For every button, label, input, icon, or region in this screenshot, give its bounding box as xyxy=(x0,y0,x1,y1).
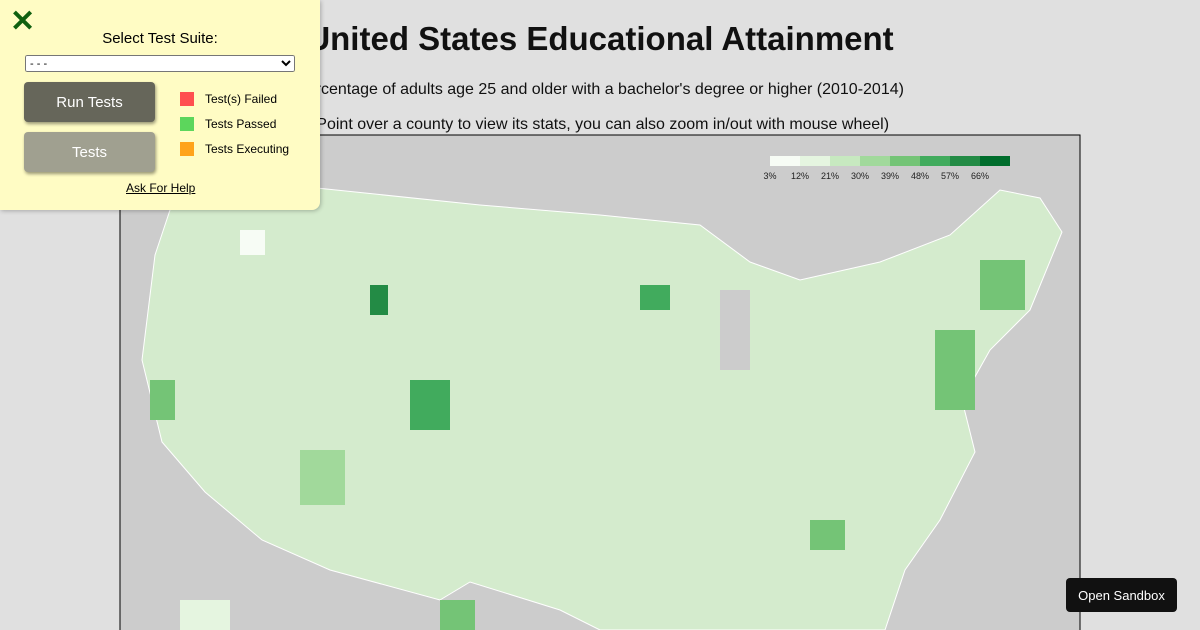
county[interactable] xyxy=(150,380,175,420)
county[interactable] xyxy=(300,450,345,505)
tests-button[interactable]: Tests xyxy=(24,132,155,172)
legend-swatch xyxy=(830,156,860,166)
legend-label: 57% xyxy=(941,171,959,181)
status-swatch xyxy=(180,142,194,156)
status-item: Tests Executing xyxy=(180,142,289,156)
legend-label: 3% xyxy=(763,171,776,181)
legend-label: 48% xyxy=(911,171,929,181)
select-label: Select Test Suite: xyxy=(102,30,218,47)
county[interactable] xyxy=(370,285,388,315)
legend-swatch xyxy=(860,156,890,166)
legend-label: 39% xyxy=(881,171,899,181)
county[interactable] xyxy=(810,520,845,550)
description: Percentage of adults age 25 and older wi… xyxy=(296,81,904,98)
legend-swatch xyxy=(890,156,920,166)
county-patches xyxy=(150,230,1025,630)
run-tests-button[interactable]: Run Tests xyxy=(24,82,155,122)
help-link[interactable]: Ask For Help xyxy=(126,181,196,195)
suite-select[interactable]: - - - xyxy=(25,55,295,72)
legend-label: 66% xyxy=(971,171,989,181)
status-label: Test(s) Failed xyxy=(205,92,278,106)
title: United States Educational Attainment xyxy=(306,20,894,57)
legend: 3% 12% 21% 30% 39% 48% 57% 66% xyxy=(763,156,1010,181)
legend-swatch xyxy=(950,156,980,166)
county[interactable] xyxy=(640,285,670,310)
instructions: (Point over a county to view its stats, … xyxy=(310,116,890,133)
test-panel: ✕ Select Test Suite: - - - Run Tests Tes… xyxy=(0,0,320,210)
county[interactable] xyxy=(240,230,265,255)
legend-label: 12% xyxy=(791,171,809,181)
county[interactable] xyxy=(980,260,1025,310)
lake xyxy=(720,290,750,370)
legend-swatch xyxy=(980,156,1010,166)
county[interactable] xyxy=(440,600,475,630)
status-swatch xyxy=(180,117,194,131)
status-label: Tests Passed xyxy=(205,117,277,131)
legend-label: 21% xyxy=(821,171,839,181)
status-item: Tests Passed xyxy=(180,117,276,131)
status-swatch xyxy=(180,92,194,106)
county[interactable] xyxy=(180,600,230,630)
legend-swatch xyxy=(920,156,950,166)
legend-label: 30% xyxy=(851,171,869,181)
county[interactable] xyxy=(410,380,450,430)
legend-swatch xyxy=(800,156,830,166)
sandbox-button[interactable]: Open Sandbox xyxy=(1066,578,1177,612)
status-label: Tests Executing xyxy=(205,142,290,156)
legend-swatch xyxy=(770,156,800,166)
county[interactable] xyxy=(935,330,975,410)
status-item: Test(s) Failed xyxy=(180,92,277,106)
close-button[interactable]: ✕ xyxy=(10,5,36,38)
